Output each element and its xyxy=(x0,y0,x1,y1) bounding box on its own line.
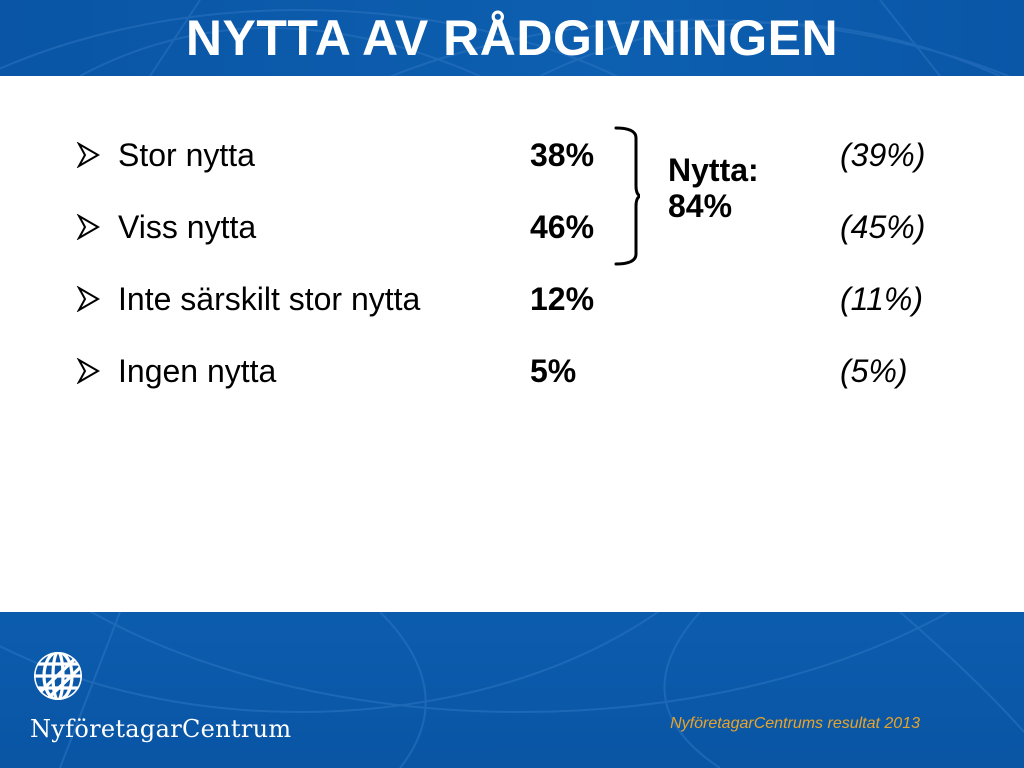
summary-total: Nytta: 84% xyxy=(668,152,759,224)
item-value: 38% xyxy=(530,137,595,173)
list-item: Viss nytta 46% (45%) xyxy=(0,202,1024,252)
list-item: Ingen nytta 5% (5%) xyxy=(0,346,1024,396)
footer-bar: NyföretagarCentrum NyföretagarCentrums r… xyxy=(0,612,1024,768)
item-label: Inte särskilt stor nytta xyxy=(118,281,421,317)
arrowhead-bullet-icon xyxy=(76,358,100,384)
list-item: Stor nytta 38% (39%) xyxy=(0,130,1024,180)
arrowhead-bullet-icon xyxy=(76,286,100,312)
arrowhead-bullet-icon xyxy=(76,214,100,240)
arrowhead-bullet-icon xyxy=(76,142,100,168)
logo: NyföretagarCentrum xyxy=(30,646,291,756)
slide-content: Stor nytta 38% (39%) Viss nytta 46% (45%… xyxy=(0,76,1024,612)
header-bar: NYTTA AV RÅDGIVNINGEN xyxy=(0,0,1024,76)
header-globe-pattern xyxy=(0,0,1011,76)
logo-text: NyföretagarCentrum xyxy=(30,715,292,743)
item-label: Ingen nytta xyxy=(118,353,277,389)
summary-value: 84% xyxy=(668,188,733,224)
summary-label: Nytta: xyxy=(668,152,759,188)
curly-brace-icon xyxy=(614,126,640,266)
footer-globe-pattern xyxy=(0,612,1024,768)
item-previous-value: (45%) xyxy=(840,209,926,245)
globe-logo-icon xyxy=(34,652,82,700)
item-value: 46% xyxy=(530,209,595,245)
item-previous-value: (5%) xyxy=(840,353,908,389)
item-value: 12% xyxy=(530,281,595,317)
item-value: 5% xyxy=(530,353,577,389)
footer-caption: NyföretagarCentrums resultat 2013 xyxy=(670,715,920,732)
item-previous-value: (39%) xyxy=(840,137,926,173)
item-label: Stor nytta xyxy=(118,137,255,173)
item-previous-value: (11%) xyxy=(840,281,923,317)
page-title: NYTTA AV RÅDGIVNINGEN xyxy=(185,10,839,66)
item-label: Viss nytta xyxy=(118,209,257,245)
list-item: Inte särskilt stor nytta 12% (11%) xyxy=(0,274,1024,324)
